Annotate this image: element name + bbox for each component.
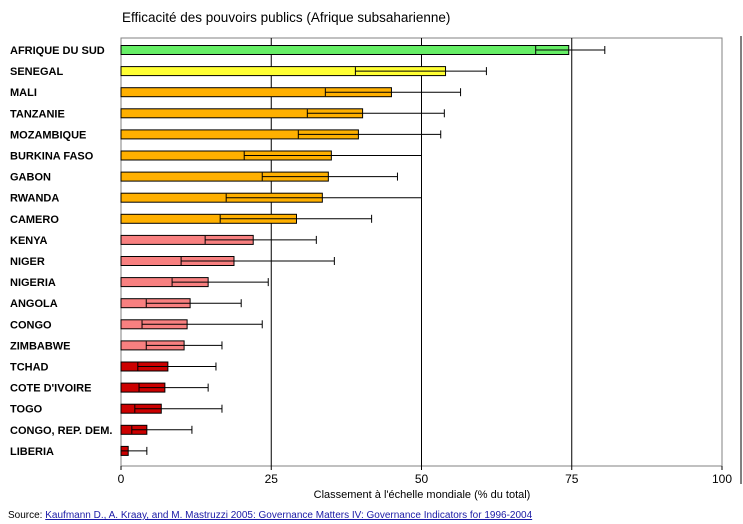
category-label-16: COTE D'IVOIRE [10, 383, 91, 395]
bars-layer [120, 45, 606, 456]
category-label-1: SENEGAL [10, 66, 63, 78]
source-line: Source: Kaufmann D., A. Kraay, and M. Ma… [8, 510, 532, 521]
x-tick-label-0: 0 [118, 472, 125, 486]
category-label-12: ANGOLA [10, 298, 58, 310]
x-tick-label-1: 25 [265, 472, 279, 486]
category-label-8: CAMERO [10, 214, 59, 226]
category-label-7: RWANDA [10, 193, 59, 205]
category-labels: AFRIQUE DU SUD SENEGAL MALI TANZANIE MOZAMBI… [10, 45, 112, 458]
source-prefix: Source: [8, 510, 46, 521]
x-tick-label-3: 75 [565, 472, 579, 486]
category-label-2: MALI [10, 87, 37, 99]
category-label-10: NIGER [10, 256, 45, 268]
category-label-17: TOGO [10, 404, 43, 416]
chart-title: Efficacité des pouvoirs publics (Afrique… [122, 10, 450, 25]
category-label-6: GABON [10, 172, 51, 184]
category-label-3: TANZANIE [10, 108, 65, 120]
category-label-19: LIBERIA [10, 446, 54, 458]
category-label-4: MOZAMBIQUE [10, 129, 86, 141]
category-label-5: BURKINA FASO [10, 151, 94, 163]
category-label-18: CONGO, REP. DEM. [10, 425, 112, 437]
category-label-11: NIGERIA [10, 277, 56, 289]
category-label-9: KENYA [10, 235, 48, 247]
source-link[interactable]: Kaufmann D., A. Kraay, and M. Mastruzzi … [45, 510, 533, 521]
chart-svg: Efficacité des pouvoirs publics (Afrique… [10, 10, 742, 501]
x-tick-label-2: 50 [415, 472, 429, 486]
category-label-0: AFRIQUE DU SUD [10, 45, 105, 57]
x-axis: 0 25 50 75 100 [118, 466, 732, 486]
bar-0 [120, 45, 570, 55]
category-label-13: CONGO [10, 319, 52, 331]
x-tick-label-4: 100 [712, 472, 732, 486]
category-label-14: ZIMBABWE [10, 340, 71, 352]
x-axis-label: Classement à l'échelle mondiale (% du to… [314, 489, 531, 501]
category-label-15: TCHAD [10, 362, 49, 374]
